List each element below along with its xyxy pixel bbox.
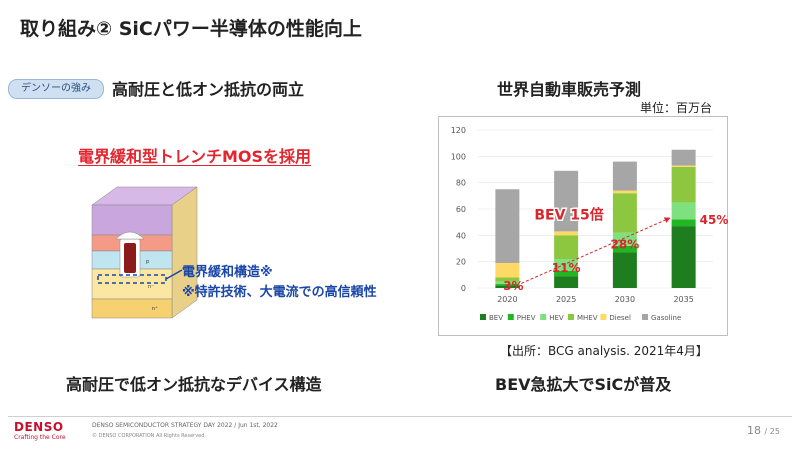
legend-swatch [540,314,547,320]
bar-segment [495,285,520,288]
y-tick-label: 60 [456,205,466,214]
company-logo: DENSO [14,420,64,434]
y-tick-label: 80 [456,179,466,188]
bar-segment [554,235,579,260]
bar-segment [495,281,520,285]
bar-segment [612,193,637,233]
legend-label: MHEV [577,314,598,322]
legend-swatch [600,314,607,320]
x-tick-label: 2035 [673,295,693,304]
footer-divider [8,416,792,417]
x-tick-label: 2025 [556,295,576,304]
event-name: DENSO SEMICONDUCTOR STRATEGY DAY 2022 / … [92,422,278,429]
bev-growth-annotation: BEV 15倍 [534,207,603,224]
n-plus-label: n⁺ [152,306,158,312]
trend-line [521,217,671,284]
legend-swatch [507,314,514,320]
structure-note: 電界緩和構造※ [182,265,273,280]
legend-label: Gasoline [651,314,681,322]
share-label: 28% [611,237,640,251]
vehicle-sales-chart: 0 20 40 60 80 100 120 2020 2025 2030 2035 3% 11% 28% 4… [451,126,728,322]
technology-heading: 電界緩和型トレンチMOSを採用 [78,147,312,166]
bar-segment [612,232,637,246]
page-title: 取り組み② SiCパワー半導体の性能向上 [20,18,362,40]
bar-segment [671,166,696,203]
legend-label: BEV [489,314,503,322]
copyright: © DENSO CORPORATION All Rights Reserved. [92,433,206,439]
bar-segment [554,259,579,271]
bar-segment [612,190,637,194]
trench-mos-diagram: p n⁻ n⁺ [91,186,198,319]
right-conclusion: BEV急拡大でSiCが普及 [495,375,672,394]
bar-segment [495,284,520,286]
bar-segment [612,245,637,253]
substrate-layer [91,298,173,319]
x-tick-label: 2020 [497,295,517,304]
logo-tagline: Crafting the Core [14,434,66,441]
legend-swatch [642,314,648,320]
y-tick-label: 20 [456,258,466,267]
patent-note: ※特許技術、大電流での高信頼性 [182,285,377,300]
bar-segment [554,170,579,232]
chart-title: 世界自動車販売予測 [497,80,642,99]
trench-gate [124,243,136,273]
bar-segment [554,276,579,288]
gate-metal-layer [91,204,173,236]
strength-badge: デンソーの強み [8,79,104,99]
source-note: 【出所：BCG analysis. 2021年4月】 [500,344,708,358]
bar-segment [671,149,696,166]
x-tick-label: 2030 [615,295,635,304]
page-total: / 25 [764,427,780,436]
legend-label: PHEV [517,314,536,322]
bar-segment [554,270,579,277]
left-conclusion: 高耐圧で低オン抵抗なデバイス構造 [66,375,322,394]
bar-segment [671,165,696,167]
bar-segment [671,226,696,288]
bar-segment [495,277,520,282]
share-label: 11% [552,261,581,275]
y-tick-label: 120 [451,126,466,135]
legend-label: Diesel [609,314,631,322]
y-tick-label: 100 [451,152,466,161]
p-label: p [146,259,149,265]
legend-swatch [568,314,574,320]
bar-segment [671,219,696,227]
page-current: 18 [747,424,761,437]
bar-segment [495,189,520,263]
bar-segment [612,161,637,191]
share-label: 45% [700,213,728,227]
share-label: 3% [503,279,523,293]
callout-line [165,269,183,280]
left-subtitle: 高耐圧と低オン抵抗の両立 [112,80,305,99]
legend-swatch [480,314,486,320]
bar-segment [495,262,520,278]
page-number: 18 / 25 [747,424,780,437]
gate-insulator [115,231,145,240]
bar-segment [671,202,696,220]
y-tick-label: 0 [461,284,466,293]
bar-segment [612,252,637,288]
legend-label: HEV [549,314,564,322]
unit-label: 単位：百万台 [640,101,713,115]
bar-segment [554,231,579,236]
y-tick-label: 40 [456,231,466,240]
n-minus-label: n⁻ [148,284,154,290]
